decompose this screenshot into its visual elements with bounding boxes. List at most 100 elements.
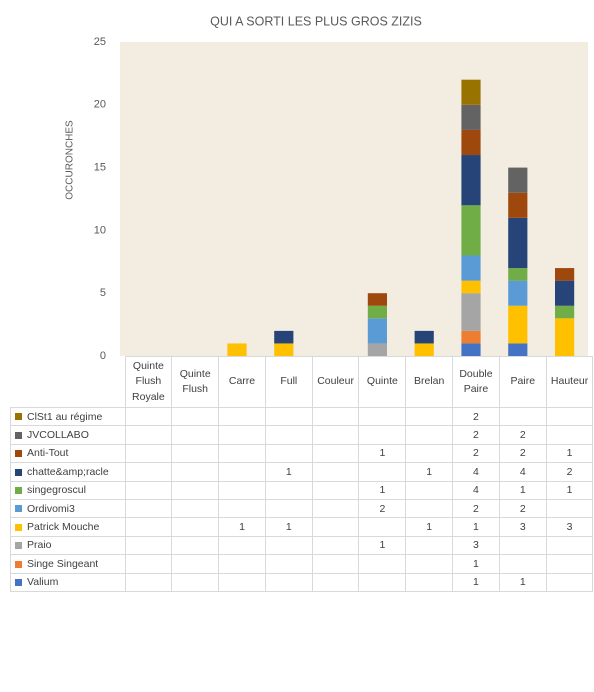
legend-entry: Praio [10,535,126,556]
table-cell [264,572,313,592]
x-tick-label: Quinte [358,356,407,408]
x-tick-label: Quinte Flush Royale [124,356,173,408]
table-cell [311,462,360,482]
table-cell [218,443,266,464]
bar-segment [461,155,481,206]
table-cell [124,517,173,537]
table-cell [218,554,266,574]
table-cell [218,535,266,556]
bar-segment [461,280,481,294]
table-cell [171,554,220,574]
bar-segment [461,255,481,281]
legend-entry: Ordivomi3 [10,498,126,519]
table-row: Ordivomi3 2 2 2 [10,498,594,519]
table-cell [124,498,173,519]
table-cell [264,406,313,427]
table-cell: 2 [452,425,500,445]
y-axis-label: OCCURONCHES [65,120,76,200]
table-cell [358,554,407,574]
legend-entry: Singe Singeant [10,554,126,574]
bar-segment [461,104,481,130]
table-cell [311,554,360,574]
legend-label: Praio [27,539,52,552]
bar-segment [461,330,481,344]
table-cell [311,425,360,445]
table-cell: 1 [405,462,454,482]
legend-entry: JVCOLLABO [10,425,126,445]
table-cell: 2 [498,425,547,445]
table-cell [358,425,407,445]
table-row: Patrick Mouche 1 1 1 1 3 3 [10,517,594,537]
table-cell [218,462,266,482]
table-cell [264,443,313,464]
table-cell [171,462,220,482]
table-cell [405,535,454,556]
legend-key [15,468,22,476]
table-cell [124,406,173,427]
legend-entry: singegroscul [10,480,126,500]
table-cell [264,498,313,519]
table-cell [171,517,220,537]
legend-entry: chatte&amp;racle [10,462,126,482]
legend-key [15,486,22,494]
table-row: Praio 1 3 [10,535,594,556]
table-cell [545,535,594,556]
table-cell: 1 [358,480,407,500]
table-cell: 1 [452,572,500,592]
corner [11,357,126,408]
bar-segment [508,167,528,193]
table-cell: 1 [452,517,500,537]
bar-segment [414,343,434,356]
legend-label: Anti-Tout [27,447,69,460]
legend-entry: Valium [10,572,126,592]
bar-segment [508,217,528,269]
table-cell: 4 [498,462,547,482]
legend-label: Patrick Mouche [27,521,100,534]
table-cell [311,535,360,556]
table-cell [545,572,594,592]
table-cell [498,554,547,574]
table-cell [264,535,313,556]
table-cell [171,443,220,464]
table-cell [124,480,173,500]
table-row: Singe Singeant 1 [10,554,594,574]
table-cell [405,425,454,445]
table-cell [171,406,220,427]
x-tick-label: Double Paire [452,356,500,408]
legend-key [15,542,22,550]
table-cell [218,480,266,500]
table-cell: 1 [358,443,407,464]
legend-key [15,431,22,439]
legend-entry: Anti-Tout [10,443,126,464]
bar-segment [367,318,387,344]
table-cell: 1 [405,517,454,537]
table-cell [264,554,313,574]
table-cell [171,425,220,445]
table-cell: 2 [498,443,547,464]
table-cell [405,554,454,574]
x-tick-label: Quinte Flush [171,356,220,408]
bar-segment [367,305,387,319]
legend-entry: ClSt1 au régime [10,406,126,427]
table-cell [171,572,220,592]
table-cell [545,425,594,445]
table-cell: 1 [452,554,500,574]
table-cell [124,535,173,556]
table-cell [545,498,594,519]
table-cell [124,443,173,464]
bar-segment [461,129,481,156]
y-tick-label: 25 [94,36,106,48]
table-cell: 2 [545,462,594,482]
bar-segment [227,343,247,356]
table-row: chatte&amp;racle 1 1 4 4 2 [10,462,594,482]
table-cell: 1 [358,535,407,556]
table-cell [545,554,594,574]
table-cell: 1 [545,480,594,500]
table-cell: 2 [498,498,547,519]
y-tick-label: 10 [94,224,106,236]
table-cell [358,517,407,537]
table-cell [405,498,454,519]
legend-label: Valium [27,576,59,589]
legend-key [15,450,22,458]
